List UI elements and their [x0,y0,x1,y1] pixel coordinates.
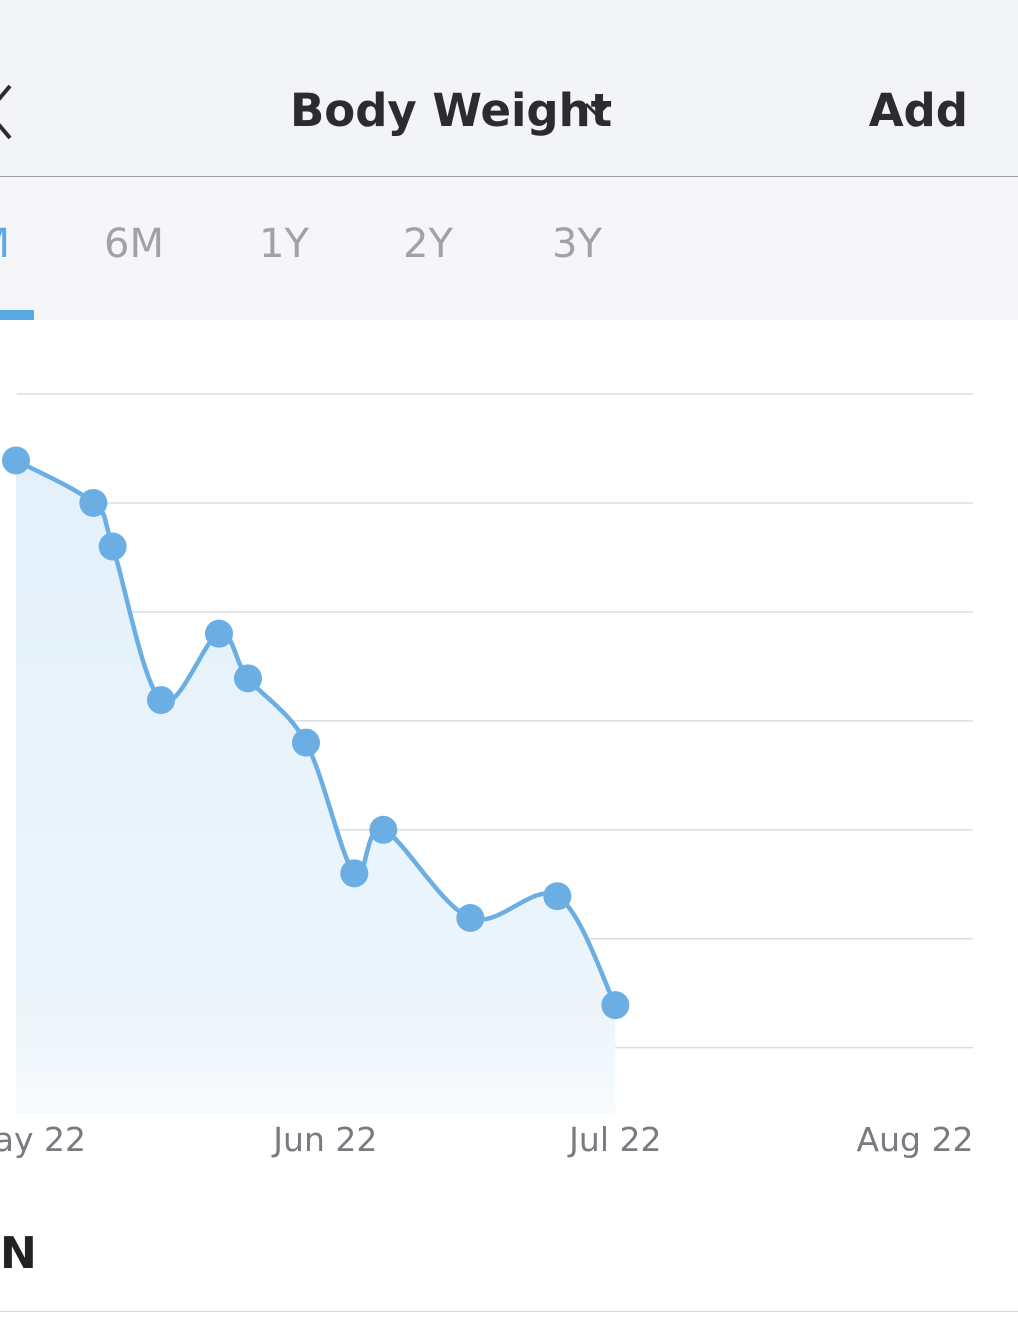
tab-bar: 1M 6M 1Y 2Y 3Y [0,177,1018,320]
point [147,686,175,715]
tab[interactable]: 3Y [552,221,602,267]
point [234,664,262,693]
point [292,728,320,757]
point [340,859,369,888]
title[interactable]: Body Weight [290,84,613,137]
tab-indicator [0,310,34,320]
point [369,815,398,844]
point [456,903,485,932]
header: Body Weight Add [0,0,1018,177]
point [205,619,233,648]
tab[interactable]: 1Y [259,221,309,267]
tab[interactable]: 6M [104,221,164,267]
area [16,460,616,1114]
tab[interactable]: 1M [0,221,10,267]
point [601,991,630,1020]
point [543,882,572,911]
point [98,532,127,561]
tab[interactable]: 2Y [403,221,453,267]
point [2,446,30,475]
x-tick-label: May 22 [0,1120,86,1159]
back-button[interactable] [0,84,16,140]
chart: May 22 Jun 22 Jul 22 Aug 22 [0,393,974,1159]
x-tick-label: Jun 22 [271,1120,377,1159]
section-title: N [0,1228,37,1279]
x-tick-label: Jul 22 [567,1120,661,1159]
divider [0,1311,1018,1312]
add-button[interactable]: Add [868,84,968,137]
point [79,488,108,517]
dropdown-icon[interactable] [584,102,610,118]
x-tick-label: Aug 22 [857,1120,974,1159]
